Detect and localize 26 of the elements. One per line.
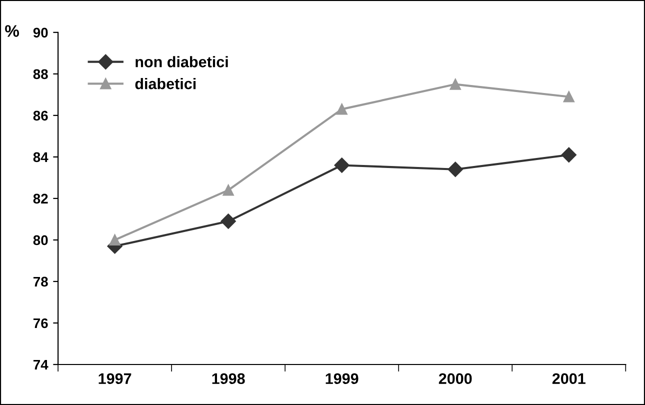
x-tick-label: 1997 [98, 373, 132, 384]
y-tick-label: 78 [33, 276, 48, 287]
point [336, 104, 348, 115]
y-tick-label: 82 [33, 194, 48, 204]
y-tick-label: 90 [33, 28, 48, 38]
point [450, 78, 461, 90]
y-axis-title: % [5, 25, 20, 37]
y-tick-label: 76 [33, 318, 48, 328]
y-tick-label: 88 [33, 69, 48, 80]
point [563, 91, 574, 102]
x-tick-label: 2001 [552, 373, 586, 384]
point [561, 147, 576, 162]
point [220, 214, 236, 229]
legend-label: non diabetici [136, 56, 228, 68]
y-tick-label: 86 [33, 110, 48, 121]
x-tick-label: 2000 [438, 373, 472, 384]
point [334, 158, 350, 173]
x-tick-label: 1999 [326, 373, 358, 384]
x-tick-label: 1998 [212, 373, 245, 384]
point [448, 162, 463, 177]
y-tick-label: 74 [33, 360, 48, 370]
y-tick-label: 84 [33, 152, 48, 162]
point [222, 184, 234, 196]
point [109, 234, 120, 246]
legend-label: diabetici [135, 78, 196, 90]
y-tick-label: 80 [33, 235, 48, 246]
